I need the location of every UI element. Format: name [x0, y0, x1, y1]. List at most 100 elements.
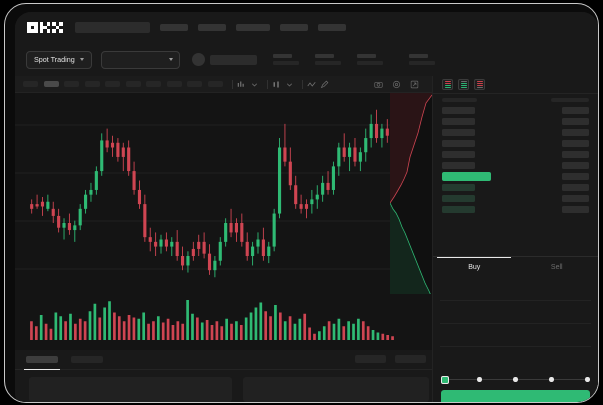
- buy-submit-button[interactable]: [441, 390, 590, 402]
- nav-link-earn[interactable]: [280, 24, 308, 31]
- nav-search-input[interactable]: [75, 22, 150, 33]
- orderbook-row-bid[interactable]: [442, 205, 589, 213]
- orderbook-row-ask[interactable]: [442, 161, 589, 169]
- chevron-down-icon[interactable]: [285, 80, 294, 89]
- bottom-action-button-2[interactable]: [395, 355, 426, 363]
- spread-indicator: [442, 171, 491, 181]
- bottom-content-panel-right: [243, 377, 429, 402]
- nav-link-derivatives[interactable]: [236, 24, 270, 31]
- bottom-tab-order-history[interactable]: [71, 356, 103, 363]
- volume-histogram[interactable]: [15, 294, 432, 350]
- stat-value: [314, 60, 341, 65]
- fullscreen-icon[interactable]: [410, 80, 419, 89]
- tab-sell[interactable]: Sell: [550, 264, 563, 271]
- timeframe-button-1[interactable]: [23, 81, 38, 87]
- logo-x-block: [52, 22, 63, 33]
- orderbook-column-qty: [442, 98, 477, 102]
- orderbook-row-bid[interactable]: [442, 183, 589, 191]
- timeframe-button-7[interactable]: [146, 81, 161, 87]
- tab-buy[interactable]: Buy: [468, 264, 481, 271]
- stat-label: [314, 54, 334, 59]
- chart-toolbar: [15, 76, 432, 93]
- volume-svg: [30, 300, 394, 340]
- ask-price: [562, 150, 589, 158]
- asks-only-icon[interactable]: [474, 79, 485, 90]
- line-wave-icon[interactable]: [307, 80, 316, 89]
- orderbook-row-ask[interactable]: [442, 128, 589, 136]
- timeframe-button-5[interactable]: [105, 81, 120, 87]
- spot-trading-label: Spot Trading: [34, 55, 75, 64]
- nav-items-group: [75, 22, 346, 33]
- orderbook-row-ask[interactable]: [442, 150, 589, 158]
- percent-slider[interactable]: [441, 375, 591, 384]
- okx-trading-app: Spot Trading: [15, 12, 598, 402]
- orderbook-row-bid[interactable]: [442, 194, 589, 202]
- order-field-price[interactable]: [440, 278, 591, 301]
- top-navigation-bar: [15, 12, 598, 43]
- candlestick-chart[interactable]: [15, 93, 432, 294]
- nav-link-markets[interactable]: [160, 24, 188, 31]
- ask-qty: [442, 128, 475, 136]
- nav-link-more[interactable]: [318, 24, 346, 31]
- chevron-down-icon[interactable]: [250, 80, 259, 89]
- market-info-bar: Spot Trading: [15, 43, 598, 76]
- bottom-action-button-1[interactable]: [355, 355, 386, 363]
- chart-gridlines: [15, 124, 432, 270]
- orderbook-spread-row[interactable]: [442, 171, 589, 181]
- stat-value: [408, 60, 435, 65]
- ask-qty: [442, 161, 475, 169]
- slider-stop-50[interactable]: [513, 377, 518, 382]
- market-stat-3: [356, 54, 383, 65]
- coin-avatar: [191, 53, 205, 66]
- ask-qty: [442, 139, 475, 147]
- bottom-tab-bar: [15, 350, 432, 370]
- both-sides-icon[interactable]: [442, 79, 453, 90]
- orderbook-header: [442, 98, 589, 102]
- stat-value: [356, 60, 383, 65]
- timeframe-button-2[interactable]: [43, 81, 59, 87]
- ask-qty: [442, 117, 475, 125]
- slider-stop-75[interactable]: [549, 377, 554, 382]
- spot-trading-mode-selector[interactable]: Spot Trading: [26, 50, 92, 69]
- stat-label: [356, 54, 376, 59]
- timeframe-button-6[interactable]: [125, 81, 141, 87]
- stat-value: [272, 60, 299, 65]
- timeframe-button-3[interactable]: [64, 81, 79, 87]
- ask-price: [562, 106, 589, 114]
- camera-icon[interactable]: [374, 80, 383, 89]
- trading-pair-selector[interactable]: [100, 50, 180, 69]
- slider-stop-100[interactable]: [585, 377, 590, 382]
- orderbook-row-ask[interactable]: [442, 106, 589, 114]
- okx-logo-icon[interactable]: [27, 22, 65, 33]
- indicators-icon[interactable]: [237, 80, 246, 89]
- chevron-down-icon: [168, 58, 173, 61]
- nav-link-trade[interactable]: [198, 24, 226, 31]
- ask-price: [562, 161, 589, 169]
- slider-handle[interactable]: [441, 375, 449, 384]
- timeframe-button-9[interactable]: [187, 81, 202, 87]
- orderbook-row-ask[interactable]: [442, 117, 589, 125]
- settings-gear-icon[interactable]: [392, 80, 401, 89]
- orderbook-column-price: [551, 98, 589, 102]
- logo-k-block: [39, 22, 51, 33]
- slider-stop-25[interactable]: [477, 377, 482, 382]
- bids-only-icon[interactable]: [458, 79, 469, 90]
- order-field-total[interactable]: [440, 324, 591, 347]
- market-stat-4: [408, 54, 435, 65]
- orderbook[interactable]: [433, 94, 598, 213]
- timeframe-button-10[interactable]: [207, 81, 223, 87]
- timeframe-button-4[interactable]: [84, 81, 100, 87]
- order-field-amount[interactable]: [440, 301, 591, 324]
- logo-square-block: [27, 22, 38, 33]
- orderbook-row-ask[interactable]: [442, 139, 589, 147]
- bid-qty: [442, 205, 475, 213]
- market-stat-2: [314, 54, 341, 65]
- chart-type-icon[interactable]: [272, 80, 281, 89]
- toolbar-divider: [267, 79, 268, 89]
- right-sidebar: Buy Sell: [432, 76, 598, 402]
- bottom-tab-open-orders[interactable]: [24, 356, 60, 370]
- device-screen: Spot Trading: [15, 12, 598, 402]
- drawing-pencil-icon[interactable]: [320, 80, 329, 89]
- timeframe-button-8[interactable]: [166, 81, 182, 87]
